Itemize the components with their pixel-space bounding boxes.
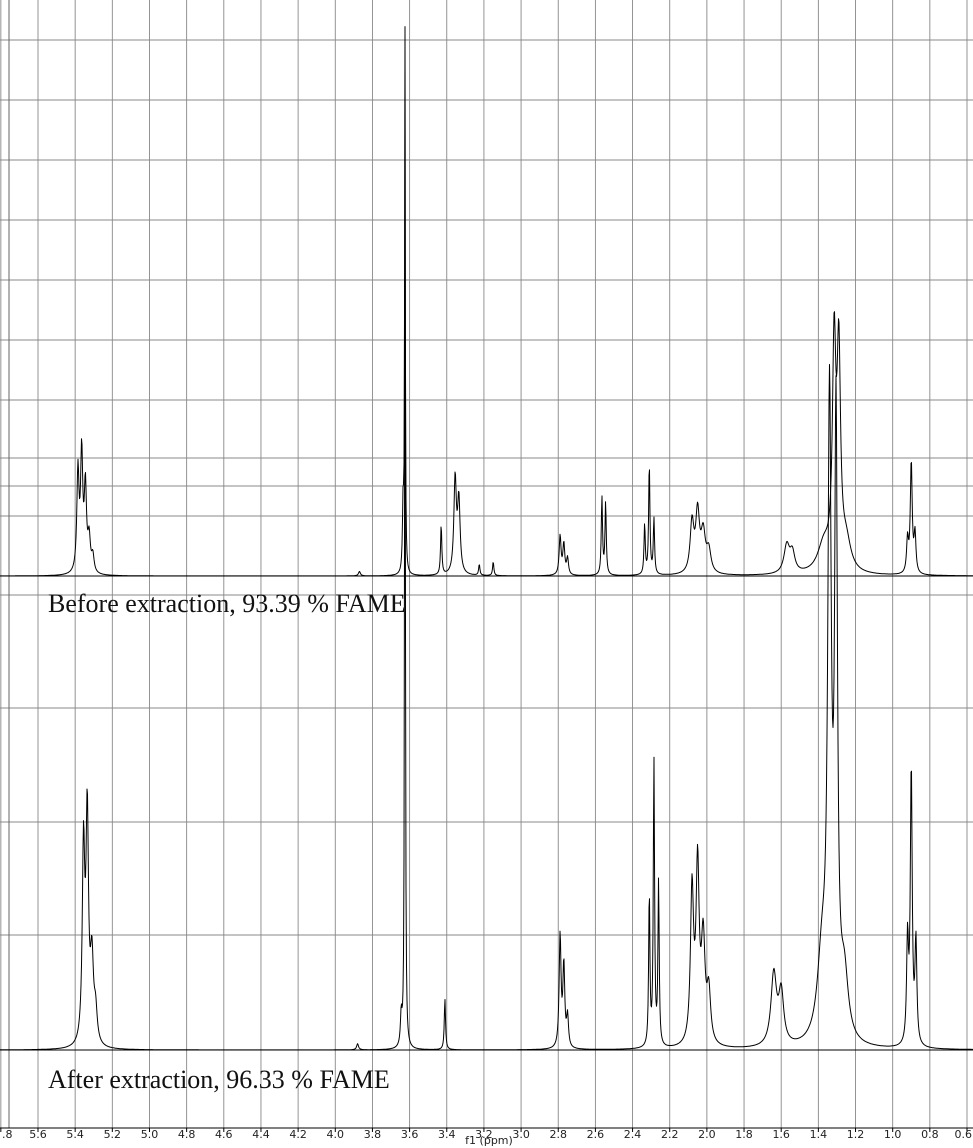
x-tick-label: 1.8 [735,1128,753,1141]
peak-point [846,548,847,549]
peak-point [95,1019,96,1020]
peak-point [907,947,908,948]
x-tick-label: 2.8 [549,1128,567,1141]
peak-point [560,536,561,537]
peak-point [77,475,78,476]
x-tick-label: 5.6 [29,1128,47,1141]
peak-point [605,503,606,504]
peak-point [703,947,704,948]
peak-point [823,548,824,549]
x-tick-label: 0.8 [921,1128,939,1141]
peak-point [649,896,650,897]
x-tick-label: 2.2 [661,1128,679,1141]
peak-point [703,536,704,537]
peak-point [708,998,709,999]
x-tick-label: 5.4 [66,1128,84,1141]
x-tick-label: 2.6 [587,1128,605,1141]
peak-point [401,1019,402,1020]
series-line-0 [0,26,973,577]
peak-point [773,978,774,979]
peak-point [563,968,564,969]
peak-point [838,369,839,370]
peak-point [493,561,494,562]
peak-point [359,571,360,572]
x-tick-label: 3.8 [364,1128,382,1141]
peak-point [85,492,86,493]
peak-point [455,481,456,482]
peak-point [786,548,787,549]
x-tick-label: 5.2 [104,1128,122,1141]
peak-point [649,464,650,465]
x-tick-label: 3.2 [475,1128,493,1141]
peak-point [697,876,698,877]
x-tick-label: 4.4 [252,1128,270,1141]
peak-point [458,503,459,504]
peak-point [404,58,405,59]
x-tick-label: 1.4 [810,1128,828,1141]
peak-point [658,886,659,887]
x-tick-label: 3.6 [401,1128,419,1141]
x-tick-label: 1.6 [772,1128,790,1141]
peak-point [567,1019,568,1020]
peak-point [829,436,830,437]
peak-point [834,358,835,359]
x-tick-label: 1.2 [847,1128,865,1141]
peak-point [87,825,88,826]
peak-point [89,542,90,543]
peak-point [563,545,564,546]
peak-point [653,763,654,764]
peak-point [83,855,84,856]
peak-point [792,556,793,557]
peak-point [907,542,908,543]
x-tick-label: 4.0 [327,1128,345,1141]
annotations: Before extraction, 93.39 % FAME After ex… [48,589,406,1094]
x-tick-label: 2.0 [698,1128,716,1141]
annotation-after: After extraction, 96.33 % FAME [48,1065,390,1094]
series-layer [0,26,973,1051]
series-line-1 [0,65,973,1051]
x-tick-label: 2.4 [624,1128,642,1141]
x-axis: .8 5.6 5.4 5.2 5.0 4.8 4.6 4.4 4.2 4.0 3.8 3.6 3.4 3.… [0,1127,973,1141]
peak-point [835,457,836,458]
peak-point [911,774,912,775]
peak-point [691,896,692,897]
x-tick-label: 5.0 [141,1128,159,1141]
x-tick-label: 3.0 [512,1128,530,1141]
annotation-before: Before extraction, 93.39 % FAME [48,589,406,618]
x-tick-label: .8 [2,1128,13,1141]
peak-point [441,525,442,526]
peak-point [357,1043,358,1044]
peak-point [81,458,82,459]
peak-point [567,559,568,560]
peak-point [479,564,480,565]
peak-point [91,968,92,969]
peak-point [653,520,654,521]
peak-point [911,464,912,465]
peak-point [914,536,915,537]
peak-point [822,968,823,969]
peak-point [601,497,602,498]
peak-point [92,559,93,560]
peak-point [644,525,645,526]
peak-point [691,525,692,526]
x-tick-label: 0.6 [955,1128,973,1141]
peak-point [560,937,561,938]
peak-point [697,517,698,518]
peak-point [781,998,782,999]
peak-point [444,998,445,999]
x-tick-label: 4.6 [215,1128,233,1141]
x-tick-label: 4.8 [178,1128,196,1141]
x-tick-label: 1.0 [884,1128,902,1141]
peak-point [708,553,709,554]
x-tick-label: 3.4 [438,1128,456,1141]
peak-point [844,988,845,989]
x-tick-label: 4.2 [289,1128,307,1141]
peak-point [404,29,405,30]
peak-point [403,508,404,509]
x-axis-title: f1 (ppm) [465,1134,513,1147]
peak-point [915,947,916,948]
